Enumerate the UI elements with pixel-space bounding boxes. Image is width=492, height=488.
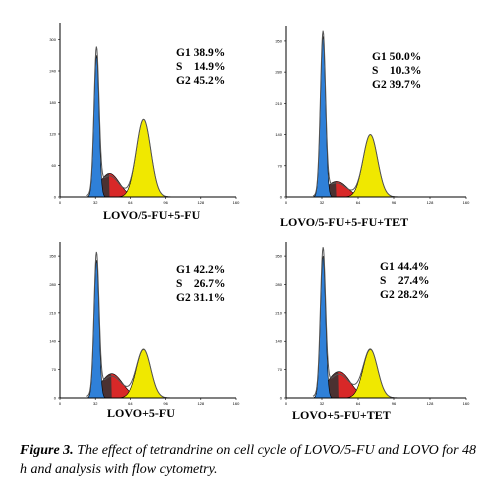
y-tick-label: 350: [49, 254, 56, 259]
g1-stat: G1 42.2%: [176, 264, 226, 276]
g2-phase-area: [345, 134, 396, 198]
x-tick-label: 128: [197, 401, 204, 406]
histogram-4-svg: 0 70 140 210 280 350 0 32 64 96 128 160: [275, 242, 470, 406]
y-tick-label: 240: [49, 69, 56, 74]
x-tick-label: 64: [356, 401, 361, 406]
y-tick-label: 280: [275, 70, 282, 75]
histogram-1-svg: 0 60 120 180 240 300 0 32 64 96 128 160: [49, 23, 240, 205]
histogram-4-label: LOVO+5-FU+TET: [292, 408, 391, 422]
y-tick-label: 210: [275, 310, 282, 315]
y-tick-label: 350: [275, 254, 282, 259]
y-tick-label: 120: [49, 132, 56, 137]
y-tick-label: 0: [54, 195, 57, 200]
x-tick-label: 0: [59, 401, 62, 406]
y-tick-label: 70: [278, 367, 283, 372]
s-stat: S 10.3%: [372, 65, 422, 77]
histogram-panel-1: 0 60 120 180 240 300 0 32 64 96 128 160 G1 38.9% S 1…: [48, 12, 252, 234]
x-tick-label: 0: [59, 200, 62, 205]
g2-stat: G2 31.1%: [176, 292, 226, 304]
x-tick-label: 160: [463, 200, 470, 205]
figure-caption: Figure 3. The effect of tetrandrine on c…: [20, 441, 482, 479]
y-tick-label: 70: [52, 367, 57, 372]
g1-phase-area: [313, 256, 333, 399]
caption-prefix: Figure 3.: [20, 443, 74, 458]
g1-stat: G1 50.0%: [372, 51, 422, 63]
x-tick-label: 32: [93, 200, 98, 205]
y-tick-label: 280: [275, 282, 282, 287]
histogram-panel-4: 0 70 140 210 280 350 0 32 64 96 128 160 G1 44.4% S 2…: [274, 230, 484, 430]
g2-stat: G2 28.2%: [380, 289, 430, 301]
x-tick-label: 64: [128, 401, 133, 406]
x-tick-label: 32: [93, 401, 98, 406]
histogram-3-label: LOVO+5-FU: [107, 406, 175, 420]
s-stat: S 26.7%: [176, 278, 226, 290]
caption-text: The effect of tetrandrine on cell cycle …: [20, 443, 477, 477]
y-tick-label: 300: [49, 37, 56, 42]
histogram-3-svg: 0 70 140 210 280 350 0 32 64 96 128 160: [49, 242, 240, 406]
g2-stat: G2 45.2%: [176, 75, 226, 87]
y-tick-label: 140: [49, 339, 56, 344]
x-tick-label: 96: [392, 401, 397, 406]
x-tick-label: 0: [285, 401, 288, 406]
histogram-3-stats: G1 42.2% S 26.7% G2 31.1%: [176, 263, 226, 305]
y-tick-label: 180: [49, 100, 56, 105]
x-tick-label: 128: [197, 200, 204, 205]
histogram-panel-3: 0 70 140 210 280 350 0 32 64 96 128 160 G1 42.2% S 2…: [48, 230, 252, 430]
x-tick-label: 128: [427, 200, 434, 205]
g2-phase-area: [119, 118, 169, 198]
histogram-panel-2: 0 70 140 210 280 350 0 32 64 96 128 160 G1 50.0% S 1…: [274, 12, 484, 234]
histogram-2-stats: G1 50.0% S 10.3% G2 39.7%: [372, 50, 422, 92]
g1-phase-area: [313, 36, 333, 198]
histogram-2-svg: 0 70 140 210 280 350 0 32 64 96 128 160: [275, 26, 470, 205]
y-tick-label: 0: [280, 396, 283, 401]
y-tick-label: 210: [275, 101, 282, 106]
y-tick-label: 70: [278, 163, 283, 168]
y-tick-label: 350: [275, 38, 282, 43]
g1-stat: G1 38.9%: [176, 47, 226, 59]
x-tick-label: 160: [233, 401, 240, 406]
x-tick-label: 64: [356, 200, 361, 205]
y-tick-label: 140: [275, 132, 282, 137]
g1-phase-area: [87, 55, 106, 198]
x-tick-label: 96: [392, 200, 397, 205]
x-tick-label: 32: [320, 401, 325, 406]
fit-envelope-line: [86, 46, 181, 198]
s-stat: S 14.9%: [176, 61, 226, 73]
y-tick-label: 210: [49, 310, 56, 315]
x-tick-label: 160: [233, 200, 240, 205]
histogram-1-stats: G1 38.9% S 14.9% G2 45.2%: [176, 46, 226, 88]
x-tick-label: 128: [427, 401, 434, 406]
y-tick-label: 280: [49, 282, 56, 287]
x-tick-label: 0: [285, 200, 288, 205]
y-tick-label: 0: [280, 195, 283, 200]
y-tick-label: 60: [52, 163, 57, 168]
y-tick-label: 0: [54, 396, 57, 401]
g2-stat: G2 39.7%: [372, 79, 422, 91]
y-tick-label: 140: [275, 339, 282, 344]
histogram-4-stats: G1 44.4% S 27.4% G2 28.2%: [380, 260, 430, 302]
histogram-2-label: LOVO/5-FU+5-FU+TET: [280, 215, 409, 229]
histogram-1-label: LOVO/5-FU+5-FU: [103, 208, 201, 222]
x-tick-label: 160: [463, 401, 470, 406]
x-tick-label: 96: [163, 200, 168, 205]
x-tick-label: 64: [128, 200, 133, 205]
g1-stat: G1 44.4%: [380, 261, 430, 273]
s-stat: S 27.4%: [380, 275, 430, 287]
x-tick-label: 96: [163, 401, 168, 406]
x-tick-label: 32: [320, 200, 325, 205]
fit-envelope-line: [86, 251, 181, 399]
